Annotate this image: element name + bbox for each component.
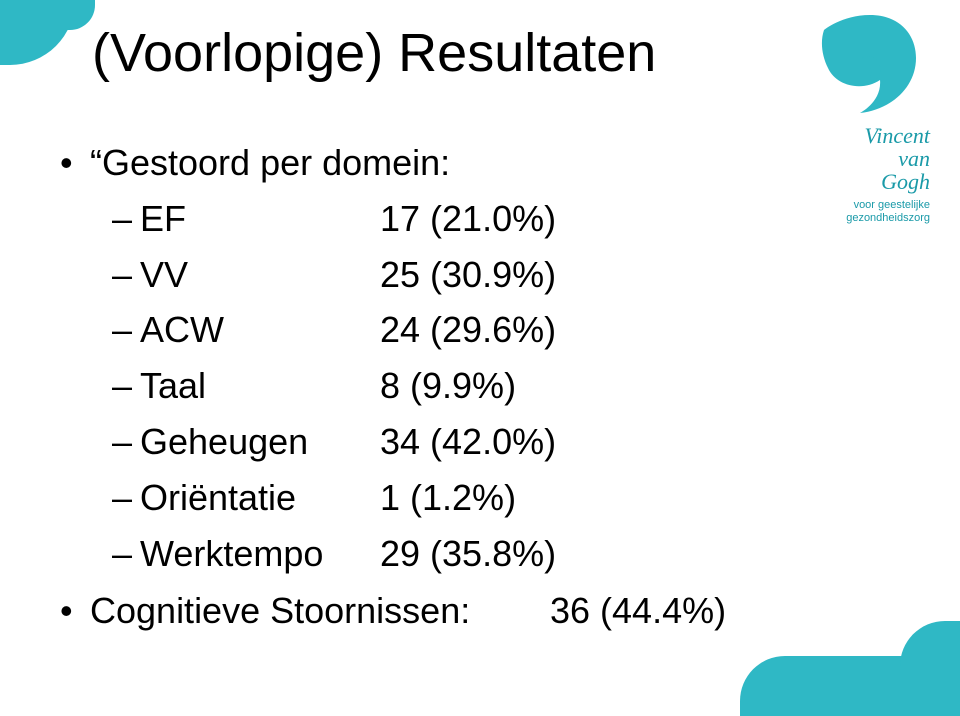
domain-value: 1 (1.2%)	[380, 470, 516, 526]
domain-label: Taal	[140, 358, 380, 414]
logo-mark-icon	[812, 10, 922, 120]
dash-icon: –	[112, 358, 140, 414]
org-logo: Vincent van Gogh voor geestelijke gezond…	[792, 10, 942, 226]
summary-value: 36 (44.4%)	[550, 583, 726, 639]
logo-name-line3: Gogh	[881, 169, 930, 194]
intro-bullet: • “Gestoord per domein:	[60, 135, 720, 191]
slide-content: • “Gestoord per domein: – EF 17 (21.0%) …	[60, 135, 720, 639]
domain-row: – ACW 24 (29.6%)	[60, 302, 720, 358]
slide-title: (Voorlopige) Resultaten	[92, 22, 656, 84]
domain-row: – Geheugen 34 (42.0%)	[60, 414, 720, 470]
domain-value: 29 (35.8%)	[380, 526, 556, 582]
dash-icon: –	[112, 470, 140, 526]
domain-row: – Oriëntatie 1 (1.2%)	[60, 470, 720, 526]
dash-icon: –	[112, 526, 140, 582]
domain-value: 8 (9.9%)	[380, 358, 516, 414]
bullet-dot-icon: •	[60, 135, 90, 191]
domain-label: EF	[140, 191, 380, 247]
dash-icon: –	[112, 414, 140, 470]
domain-row: – VV 25 (30.9%)	[60, 247, 720, 303]
domain-row: – Werktempo 29 (35.8%)	[60, 526, 720, 582]
bullet-dot-icon: •	[60, 583, 90, 639]
dash-icon: –	[112, 191, 140, 247]
dash-icon: –	[112, 247, 140, 303]
domain-label: VV	[140, 247, 380, 303]
summary-bullet: • Cognitieve Stoornissen: 36 (44.4%)	[60, 583, 720, 639]
dash-icon: –	[112, 302, 140, 358]
domain-label: Werktempo	[140, 526, 380, 582]
domain-label: Oriëntatie	[140, 470, 380, 526]
decor-corner-top-left	[0, 0, 75, 65]
domain-value: 25 (30.9%)	[380, 247, 556, 303]
logo-name-line2: van	[898, 146, 930, 171]
domain-value: 17 (21.0%)	[380, 191, 556, 247]
domain-label: ACW	[140, 302, 380, 358]
domain-value: 24 (29.6%)	[380, 302, 556, 358]
domain-row: – EF 17 (21.0%)	[60, 191, 720, 247]
logo-name-line1: Vincent	[864, 123, 930, 148]
logo-subtitle: voor geestelijke gezondheidszorg	[792, 199, 942, 225]
decor-corner-bottom-right	[740, 656, 960, 716]
logo-name: Vincent van Gogh	[792, 124, 942, 193]
intro-text: “Gestoord per domein:	[90, 135, 720, 191]
domain-label: Geheugen	[140, 414, 380, 470]
logo-sub-line2: gezondheidszorg	[846, 212, 930, 224]
slide: Vincent van Gogh voor geestelijke gezond…	[0, 0, 960, 716]
logo-sub-line1: voor geestelijke	[854, 199, 930, 211]
domain-value: 34 (42.0%)	[380, 414, 556, 470]
summary-label: Cognitieve Stoornissen:	[90, 583, 550, 639]
domain-row: – Taal 8 (9.9%)	[60, 358, 720, 414]
